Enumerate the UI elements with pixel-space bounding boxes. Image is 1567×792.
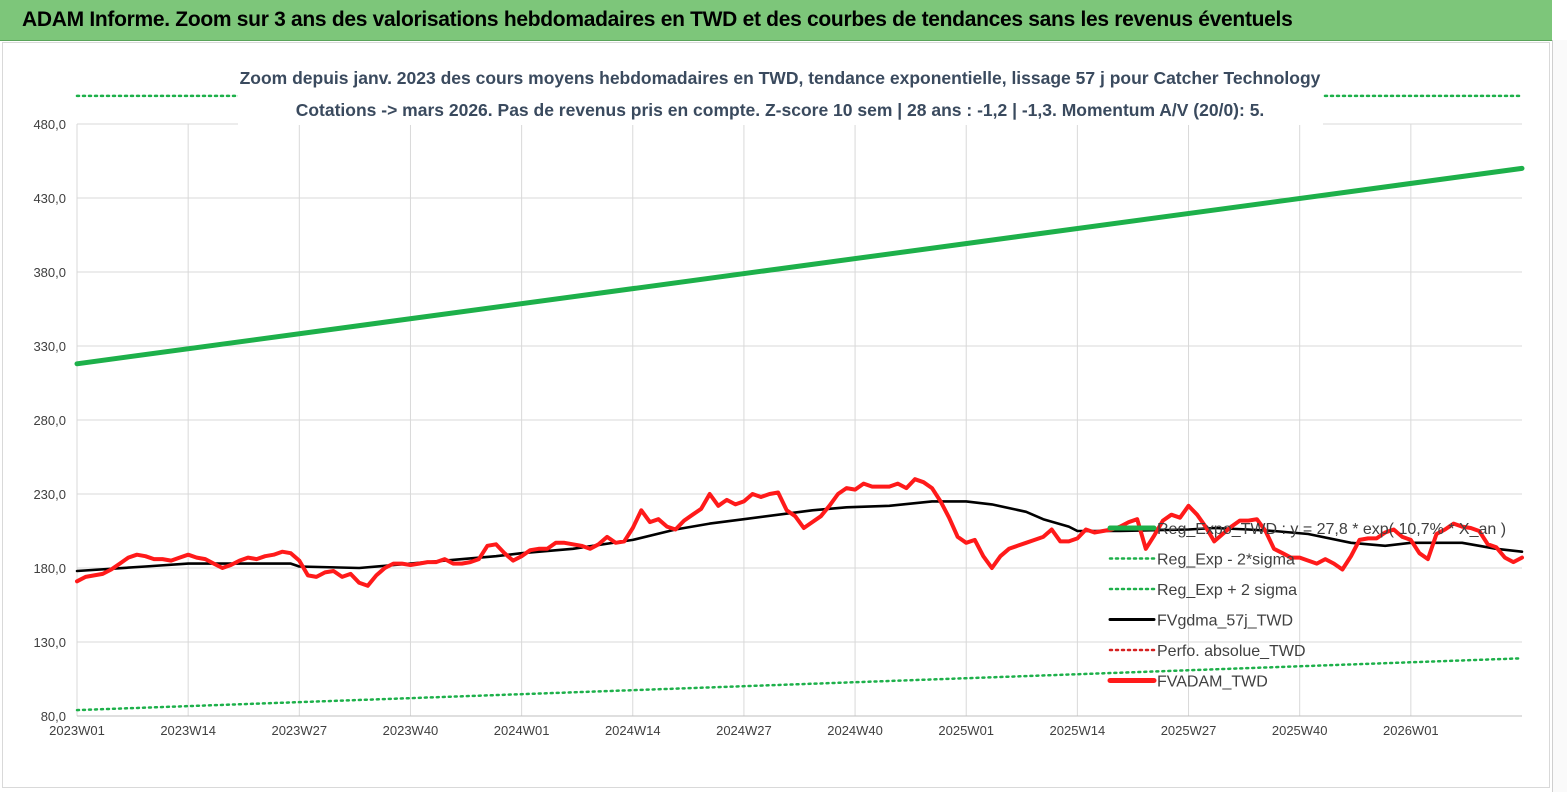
series-line-reg-expo-twd bbox=[74, 165, 1525, 367]
legend-label: Reg_Exp - 2*sigma bbox=[1157, 552, 1295, 569]
legend-label: FVADAM_TWD bbox=[1157, 674, 1268, 691]
legend-label: Reg_Expo_TWD : y = 27,8 * exp( 10,7% * X… bbox=[1157, 521, 1506, 538]
x-tick-label: 2026W01 bbox=[1383, 723, 1439, 738]
x-tick-label: 2025W40 bbox=[1272, 723, 1328, 738]
y-tick-label: 80,0 bbox=[41, 709, 66, 724]
y-tick-label: 180,0 bbox=[33, 561, 66, 576]
gridlines bbox=[76, 123, 1522, 717]
x-tick-label: 2024W27 bbox=[716, 723, 772, 738]
legend: Reg_Expo_TWD : y = 27,8 * exp( 10,7% * X… bbox=[1107, 521, 1506, 691]
x-tick-label: 2024W40 bbox=[827, 723, 883, 738]
x-tick-label: 2024W01 bbox=[494, 723, 550, 738]
chart-title-box bbox=[238, 62, 1323, 125]
x-tick-label: 2023W27 bbox=[271, 723, 327, 738]
chart-area bbox=[2, 42, 1550, 788]
x-tick-label: 2023W14 bbox=[160, 723, 216, 738]
header-banner: ADAM Informe. Zoom sur 3 ans des valoris… bbox=[0, 0, 1552, 41]
x-tick-label: 2023W40 bbox=[383, 723, 439, 738]
legend-label: FVgdma_57j_TWD bbox=[1157, 613, 1293, 630]
legend-label: Perfo. absolue_TWD bbox=[1157, 643, 1306, 660]
window-edge bbox=[1552, 40, 1567, 792]
series-line-reg-exp-2-sigma bbox=[75, 657, 1524, 712]
report-title: ADAM Informe. Zoom sur 3 ans des valoris… bbox=[22, 8, 1293, 31]
y-tick-label: 130,0 bbox=[33, 635, 66, 650]
y-tick-label: 380,0 bbox=[33, 265, 66, 280]
x-axis: 2023W01 2023W14 2023W27 2023W40 2024W01 2024W… bbox=[49, 715, 1522, 738]
series-line-fvadam-twd bbox=[75, 477, 1524, 588]
x-tick-label: 2025W14 bbox=[1050, 723, 1106, 738]
y-axis: 480,0 430,0 380,0 330,0 280,0 230,0 180,0 130,0… bbox=[33, 117, 66, 724]
chart-title-line1: Zoom depuis janv. 2023 des cours moyens … bbox=[240, 68, 1321, 88]
y-tick-label: 480,0 bbox=[33, 117, 66, 132]
series-layer bbox=[74, 94, 1525, 712]
x-tick-label: 2024W14 bbox=[605, 723, 661, 738]
chart-title-line2: Cotations -> mars 2026. Pas de revenus p… bbox=[296, 100, 1265, 120]
y-tick-label: 280,0 bbox=[33, 413, 66, 428]
x-tick-label: 2023W01 bbox=[49, 723, 105, 738]
y-tick-label: 330,0 bbox=[33, 339, 66, 354]
x-tick-label: 2025W01 bbox=[938, 723, 994, 738]
legend-label: Reg_Exp + 2 sigma bbox=[1157, 582, 1297, 599]
x-tick-label: 2025W27 bbox=[1161, 723, 1217, 738]
y-tick-label: 430,0 bbox=[33, 191, 66, 206]
y-tick-label: 230,0 bbox=[33, 487, 66, 502]
